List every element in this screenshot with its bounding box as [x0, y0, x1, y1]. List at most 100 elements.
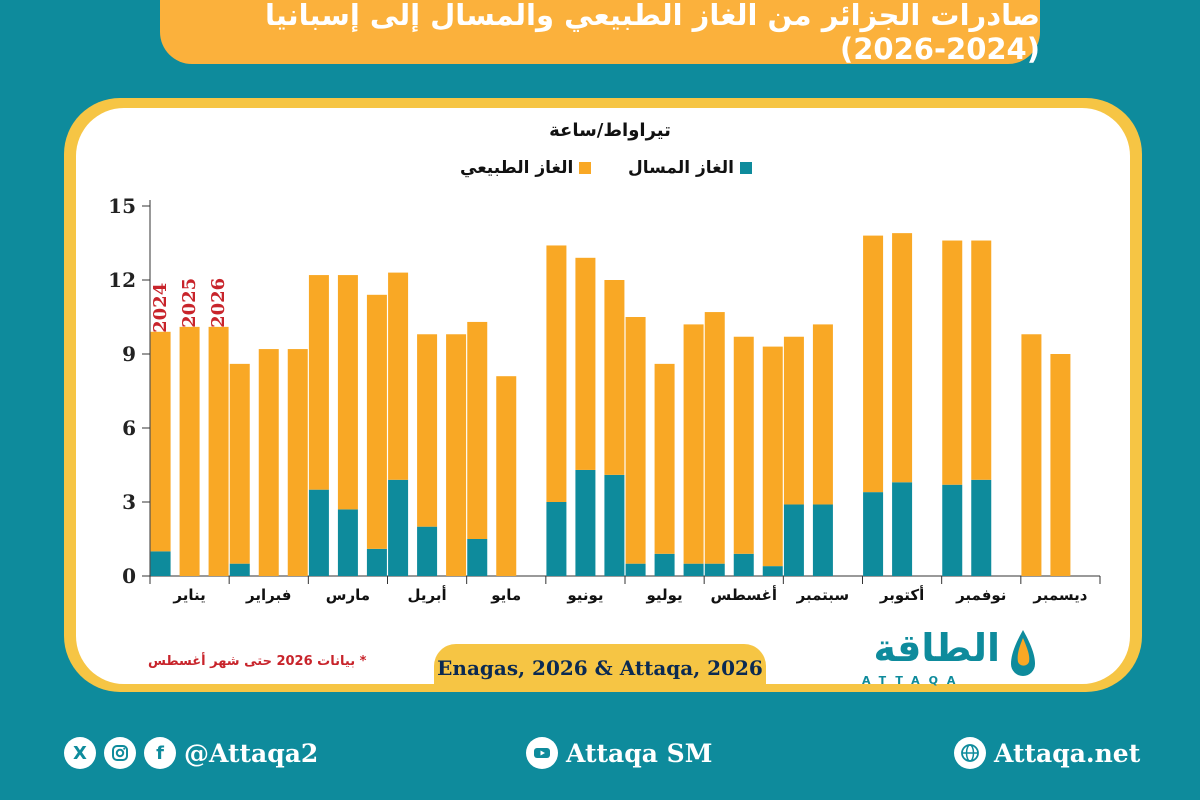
month-label: فبراير — [245, 586, 291, 604]
social-handle[interactable]: @Attaqa2 — [184, 738, 319, 768]
bar-lng — [762, 566, 783, 576]
month-label: يوليو — [645, 586, 682, 604]
bar-natural-gas — [654, 363, 675, 554]
bar-lng — [683, 563, 704, 576]
bar-lng — [417, 526, 438, 576]
y-tick-label: 12 — [108, 268, 136, 292]
month-label: مارس — [326, 586, 370, 604]
bar-lng — [625, 563, 646, 576]
bar-natural-gas — [287, 349, 308, 576]
month-label: أغسطس — [711, 585, 777, 604]
bar-lng — [971, 479, 992, 576]
bar-natural-gas — [446, 334, 467, 576]
bar-natural-gas — [208, 326, 229, 576]
bar-lng — [366, 548, 387, 576]
bar-natural-gas — [258, 349, 279, 576]
footnote: * بيانات 2026 حتى شهر أغسطس — [148, 654, 367, 669]
title-banner: صادرات الجزائر من الغاز الطبيعي والمسال … — [160, 0, 1040, 66]
bar-lng — [783, 504, 804, 576]
bar-natural-gas — [417, 334, 438, 527]
bar-natural-gas — [496, 376, 517, 576]
logo-text: الطاقة — [873, 626, 1000, 670]
social-links: X f @Attaqa2 — [64, 737, 318, 769]
bar-natural-gas — [337, 275, 358, 510]
legend-swatch-lng — [739, 162, 752, 174]
attaqa-logo: الطاقة ATTAQA — [858, 626, 1038, 688]
source-text: Enagas, 2026 & Attaqa, 2026 — [437, 656, 763, 680]
bar-natural-gas — [604, 280, 625, 475]
bar-natural-gas — [812, 324, 833, 505]
bar-lng — [229, 563, 250, 576]
bar-lng — [812, 504, 833, 576]
month-label: مايو — [490, 586, 521, 604]
year-label: 2025 — [179, 278, 200, 328]
facebook-icon[interactable]: f — [144, 737, 176, 769]
bar-natural-gas — [625, 317, 646, 564]
bar-natural-gas — [704, 312, 725, 564]
youtube-icon — [526, 737, 558, 769]
bar-natural-gas — [1050, 354, 1071, 576]
month-label: أبريل — [408, 585, 447, 604]
website-link[interactable]: Attaqa.net — [954, 737, 1140, 769]
bar-natural-gas — [1021, 334, 1042, 576]
bar-natural-gas — [308, 275, 329, 490]
bar-natural-gas — [150, 331, 171, 552]
bar-lng — [388, 479, 409, 576]
website-url: Attaqa.net — [994, 738, 1141, 768]
bar-lng — [337, 509, 358, 576]
bar-natural-gas — [863, 235, 884, 493]
unit-label: تيراواط/ساعة — [549, 120, 671, 141]
y-tick-label: 15 — [108, 194, 136, 218]
bar-lng — [308, 489, 329, 576]
month-label: نوفمبر — [955, 586, 1006, 604]
bar-natural-gas — [229, 363, 250, 564]
bar-natural-gas — [388, 272, 409, 480]
bar-natural-gas — [783, 336, 804, 505]
legend-swatch-natural-gas — [579, 162, 592, 174]
bar-lng — [575, 469, 596, 576]
bar-lng — [863, 492, 884, 576]
y-tick-label: 6 — [122, 416, 136, 440]
bar-natural-gas — [892, 233, 913, 483]
x-icon[interactable]: X — [64, 737, 96, 769]
legend-label-natural-gas: الغاز الطبيعي — [460, 158, 574, 178]
y-tick-label: 3 — [122, 490, 136, 514]
legend-item-natural-gas: الغاز الطبيعي — [460, 158, 592, 178]
month-label: ديسمبر — [1032, 586, 1087, 604]
logo-subtext: ATTAQA — [862, 674, 965, 687]
bar-natural-gas — [546, 245, 567, 502]
source-tab: Enagas, 2026 & Attaqa, 2026 — [434, 644, 766, 692]
bar-lng — [892, 482, 913, 576]
bar-natural-gas — [575, 257, 596, 470]
globe-icon — [954, 737, 986, 769]
bar-lng — [654, 553, 675, 576]
bar-natural-gas — [179, 326, 200, 576]
month-label: يونيو — [566, 586, 603, 604]
bar-natural-gas — [971, 240, 992, 480]
bar-lng — [467, 539, 488, 576]
month-label: سبتمبر — [796, 586, 850, 604]
instagram-icon[interactable] — [104, 737, 136, 769]
legend-item-lng: الغاز المسال — [628, 158, 752, 178]
y-tick-label: 9 — [122, 342, 136, 366]
year-label: 2024 — [150, 283, 171, 333]
bar-natural-gas — [366, 294, 387, 549]
bar-natural-gas — [762, 346, 783, 567]
youtube-link[interactable]: Attaqa SM — [526, 737, 712, 769]
bar-lng — [604, 474, 625, 576]
youtube-channel: Attaqa SM — [566, 738, 713, 768]
bar-lng — [704, 563, 725, 576]
legend-label-lng: الغاز المسال — [628, 158, 734, 178]
bar-lng — [546, 502, 567, 576]
flame-drop-icon — [1011, 630, 1035, 676]
month-label: أكتوبر — [879, 585, 924, 604]
bar-lng — [150, 551, 171, 576]
bar-natural-gas — [942, 240, 963, 485]
bar-lng — [942, 484, 963, 576]
chart-title: صادرات الجزائر من الغاز الطبيعي والمسال … — [264, 0, 1040, 66]
month-label: يناير — [172, 586, 205, 604]
bar-lng — [733, 553, 754, 576]
bar-natural-gas — [733, 336, 754, 554]
year-label: 2026 — [208, 278, 229, 328]
